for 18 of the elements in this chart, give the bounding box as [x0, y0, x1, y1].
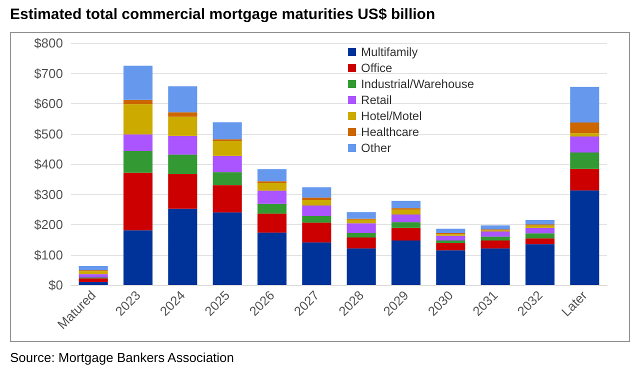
- y-tick-label: $0: [48, 278, 63, 292]
- y-tick-label: $500: [34, 126, 63, 142]
- legend-label: Office: [361, 61, 393, 75]
- legend-label: Healthcare: [361, 125, 420, 139]
- legend-label: Multifamily: [361, 45, 418, 59]
- y-tick-label: $200: [34, 217, 63, 232]
- source-note: Source: Mortgage Bankers Association: [10, 350, 234, 365]
- y-tick-label: $800: [34, 36, 63, 50]
- legend-label: Other: [361, 141, 392, 155]
- legend-label: Retail: [361, 93, 392, 107]
- legend-label: Hotel/Motel: [361, 109, 422, 123]
- y-tick-label: $700: [34, 66, 63, 81]
- y-tick-label: $600: [34, 96, 63, 111]
- y-tick-label: $300: [34, 186, 63, 202]
- legend-label: Industrial/Warehouse: [361, 77, 474, 91]
- y-tick-label: $400: [34, 156, 63, 172]
- y-tick-label: $100: [34, 247, 63, 262]
- chart-title: Estimated total commercial mortgage maturities US$ billion: [10, 6, 436, 23]
